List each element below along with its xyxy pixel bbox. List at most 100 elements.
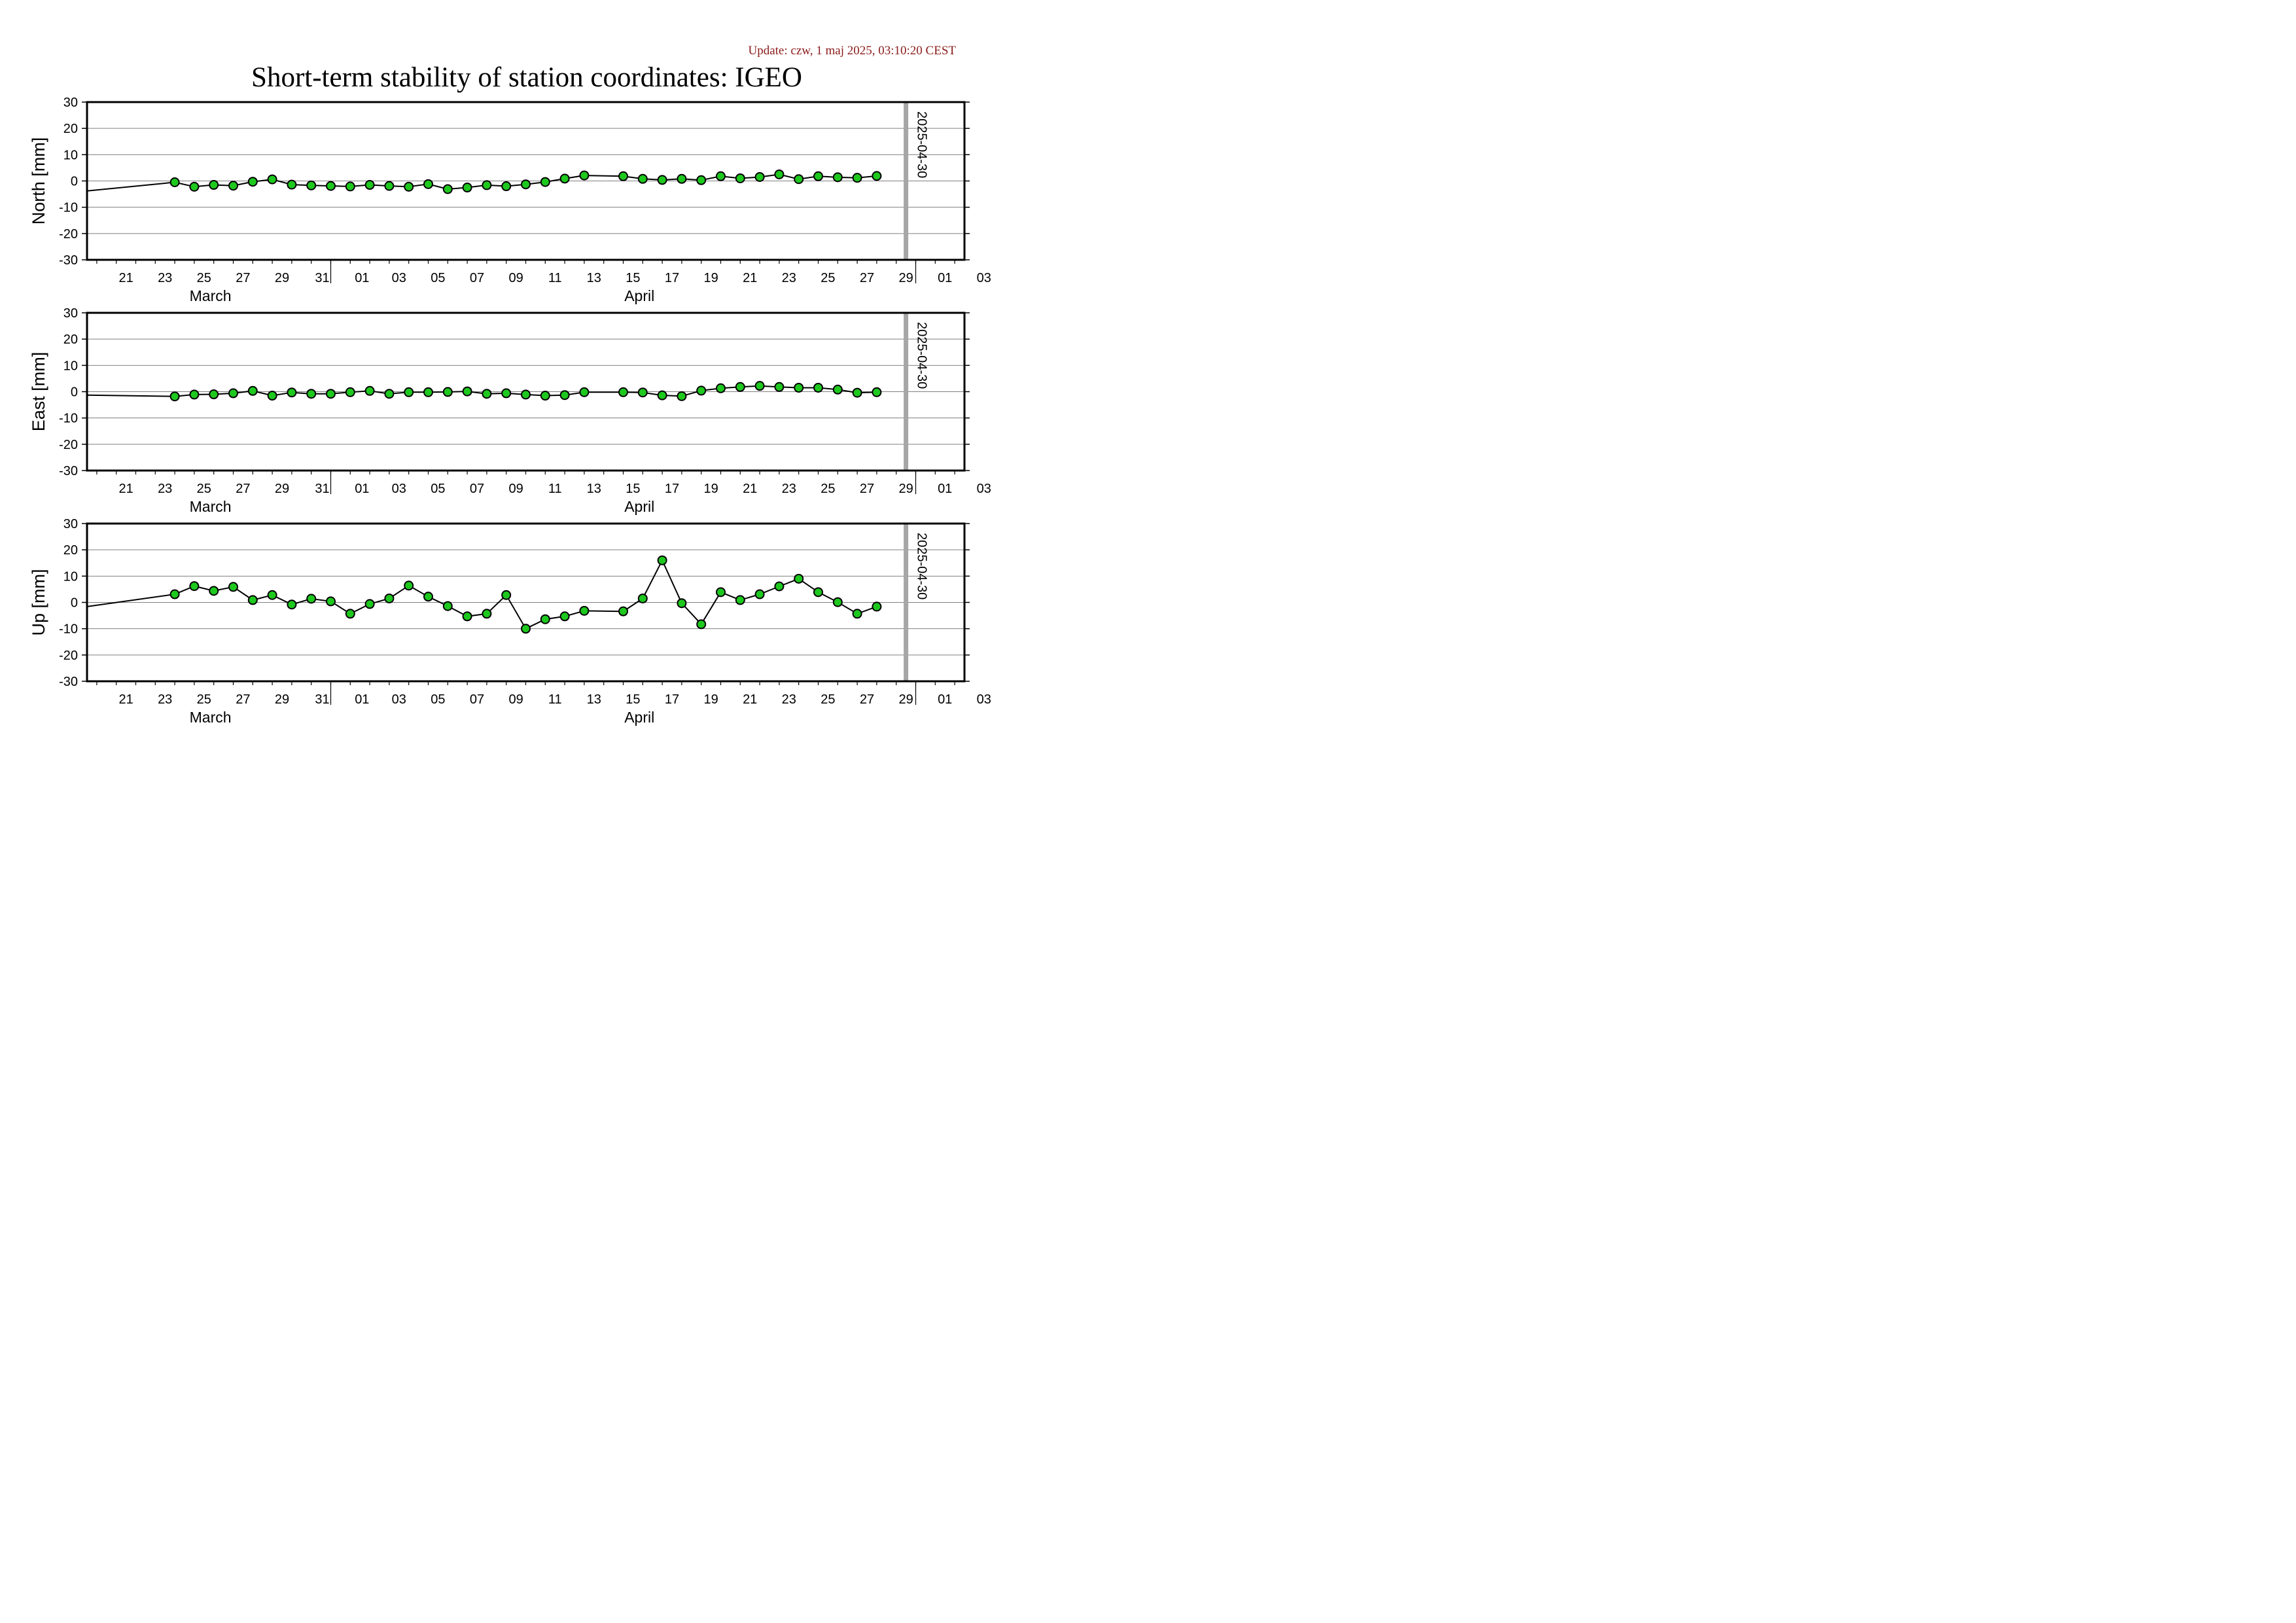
x-tick-label: 27 (236, 271, 250, 285)
data-point (462, 386, 472, 397)
y-tick-label: 0 (71, 175, 78, 189)
data-point (696, 175, 707, 185)
y-tick-label: -10 (59, 622, 78, 637)
data-point (404, 387, 414, 397)
data-point (247, 177, 258, 187)
data-point (169, 177, 180, 188)
panel-east: 2025-04-30 30 20 10 0 -10 -20 -30 East [mm] 21 23 2… (29, 306, 991, 515)
x-tick-label: 23 (782, 692, 796, 707)
x-tick-label: 27 (860, 271, 874, 285)
x-tick-label: 29 (275, 692, 289, 707)
data-point (540, 391, 550, 401)
x-tick-label: 11 (548, 482, 562, 496)
data-point (754, 589, 765, 599)
y-tick-label: -30 (59, 253, 78, 268)
data-point (540, 614, 550, 624)
x-tick-label: 23 (158, 482, 172, 496)
y-axis-title: East [mm] (29, 352, 48, 432)
data-point (618, 606, 628, 616)
date-marker-label: 2025-04-30 (915, 322, 929, 389)
panel-north: 2025-04-30 30 20 10 0 -10 -20 -30 North [mm] 21 23… (29, 96, 991, 304)
data-point (832, 384, 843, 395)
data-point (521, 624, 531, 634)
data-point (501, 181, 512, 192)
data-point (247, 595, 258, 605)
x-tick-label: 29 (898, 692, 913, 707)
data-point (677, 173, 687, 184)
x-tick-label: 11 (548, 271, 562, 285)
month-label: April (624, 498, 654, 515)
x-tick-label: 23 (158, 692, 172, 707)
x-tick-label: 05 (431, 271, 445, 285)
y-tick-label: 0 (71, 385, 78, 400)
x-tick-label: 23 (782, 271, 796, 285)
data-point (696, 385, 707, 396)
data-point (872, 171, 882, 181)
x-tick-label: 03 (392, 692, 406, 707)
data-point (384, 593, 395, 603)
data-point (247, 385, 258, 396)
data-point (189, 389, 200, 400)
x-tick-label: 03 (392, 482, 406, 496)
data-point (501, 590, 512, 600)
x-tick-label: 21 (118, 271, 133, 285)
y-tick-label: -10 (59, 201, 78, 215)
data-point (384, 181, 395, 191)
data-point (364, 180, 375, 190)
x-tick-label: 31 (315, 271, 329, 285)
data-point (306, 594, 317, 604)
data-point (209, 586, 219, 596)
data-point (696, 619, 707, 630)
x-tick-label: 29 (898, 482, 913, 496)
data-point (482, 180, 492, 190)
data-point (852, 609, 862, 619)
data-point (345, 609, 355, 619)
update-timestamp: Update: czw, 1 maj 2025, 03:10:20 CEST (749, 44, 957, 58)
x-tick-label: 01 (938, 692, 952, 707)
x-tick-label: 23 (782, 482, 796, 496)
data-point (287, 387, 297, 398)
data-point (794, 573, 804, 584)
x-tick-label: 31 (315, 482, 329, 496)
data-point (754, 381, 765, 391)
data-point (774, 382, 785, 392)
chart-figure: Update: czw, 1 maj 2025, 03:10:20 CEST S… (0, 0, 1016, 726)
x-tick-label: 03 (392, 271, 406, 285)
y-tick-label: -30 (59, 464, 78, 478)
x-tick-label: 19 (703, 271, 718, 285)
date-marker-label: 2025-04-30 (915, 533, 929, 599)
y-tick-label: -20 (59, 438, 78, 452)
data-point (579, 387, 590, 397)
chart-title: Short-term stability of station coordina… (251, 62, 802, 93)
data-point (794, 174, 804, 185)
x-tick-label: 21 (743, 482, 757, 496)
data-point (677, 391, 687, 401)
x-tick-label: 09 (508, 692, 523, 707)
data-point (774, 169, 785, 179)
data-point (735, 173, 745, 183)
x-tick-label: 21 (118, 692, 133, 707)
data-point (501, 388, 512, 399)
data-point (228, 388, 238, 399)
data-point (716, 587, 726, 597)
data-point (754, 171, 765, 182)
x-tick-label: 31 (315, 692, 329, 707)
data-point (657, 175, 667, 185)
data-point (813, 587, 823, 597)
x-tick-label: 29 (275, 482, 289, 496)
data-point (559, 390, 570, 401)
data-point (716, 383, 726, 393)
y-tick-label: 10 (63, 569, 78, 584)
x-tick-label: 27 (860, 692, 874, 707)
x-tick-label: 09 (508, 271, 523, 285)
month-label: March (190, 709, 232, 726)
data-point (521, 179, 531, 190)
panel-up: 2025-04-30 30 20 10 0 -10 -20 -30 Up [mm] 21 23 25 2… (29, 517, 991, 726)
data-point (774, 581, 785, 592)
y-axis-title: North [mm] (29, 137, 48, 225)
data-point (579, 170, 590, 181)
x-tick-label: 21 (743, 692, 757, 707)
x-tick-label: 13 (587, 692, 601, 707)
data-point (618, 387, 628, 397)
x-tick-label: 29 (275, 271, 289, 285)
